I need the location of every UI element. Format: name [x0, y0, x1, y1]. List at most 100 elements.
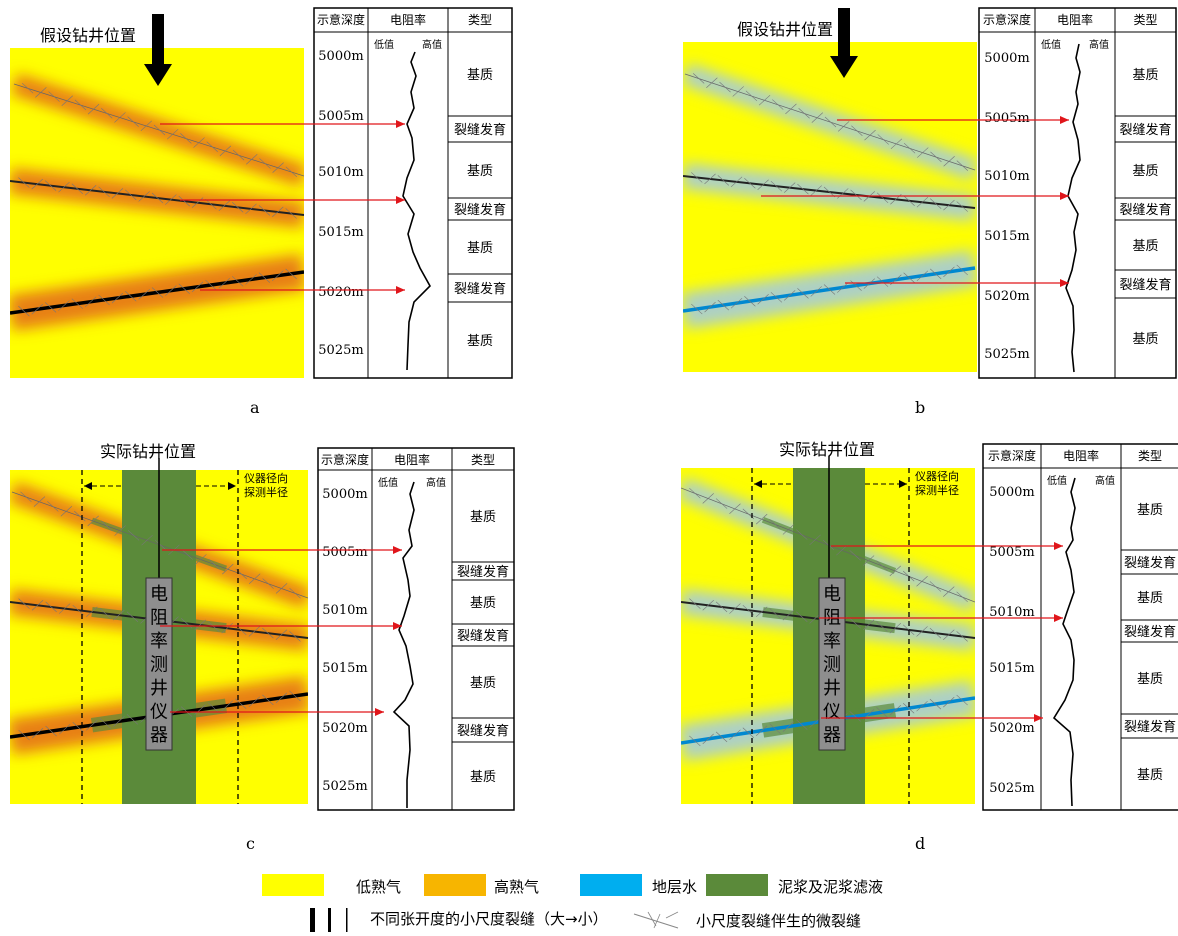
header-resistivity: 电阻率 [1063, 448, 1099, 463]
micro-fracture [31, 600, 44, 611]
depth-label: 5015m [984, 229, 1029, 244]
correlation-arrowhead [1060, 279, 1069, 287]
depth-label: 5010m [322, 603, 367, 618]
micro-fracture [862, 555, 875, 566]
micro-fracture [245, 203, 257, 215]
tool-label-char: 井 [823, 678, 841, 699]
micro-fracture [742, 727, 755, 738]
micro-fracture [48, 91, 60, 102]
depth-label: 5005m [318, 109, 363, 124]
micro-fracture [45, 601, 57, 613]
micro-fracture [929, 627, 942, 639]
micro-fracture [178, 283, 190, 294]
micro-fracture [222, 563, 234, 575]
depth-label: 5020m [984, 289, 1029, 304]
micro-fracture [729, 503, 741, 514]
depth-label: 5000m [322, 487, 367, 502]
micro-fracture [837, 121, 850, 132]
type-label: 基质 [470, 676, 496, 691]
micro-fracture [730, 297, 743, 309]
res-high-label: 高值 [426, 476, 446, 489]
correlation-arrowhead [396, 286, 405, 294]
type-label: 裂缝发育 [454, 281, 506, 297]
micro-fracture [98, 186, 110, 198]
micro-fracture [258, 272, 271, 283]
micro-fracture [769, 519, 781, 530]
micro-fracture [864, 129, 876, 141]
correlation-arrowhead [1034, 714, 1043, 722]
radius-label: 探测半径 [915, 483, 959, 497]
micro-fracture [729, 729, 741, 741]
micro-fracture [20, 491, 32, 503]
micro-fracture [956, 591, 968, 603]
micro-fracture [809, 534, 821, 546]
high-gas-swatch [424, 874, 486, 896]
micro-fracture [100, 520, 113, 531]
panel-c: 仪器径向 探测半径电阻率测井仪器示意深度 电阻率 类型 低值 高值 5000m 5005m 50… [0, 430, 589, 853]
radius-arrowhead [899, 480, 907, 488]
depth-label: 5000m [989, 485, 1034, 500]
micro-fracture [715, 731, 728, 743]
micro-fracture [18, 729, 30, 741]
micro-fracture [758, 94, 771, 106]
micro-fracture [783, 182, 796, 193]
micro-fracture [732, 86, 744, 97]
micro-fracture [889, 705, 902, 716]
type-label: 裂缝发育 [457, 564, 509, 580]
micro-fracture [178, 195, 190, 207]
micro-fracture [151, 192, 164, 204]
fracture-line [13, 83, 304, 177]
header-type: 类型 [1133, 13, 1157, 27]
micro-fracture [219, 145, 232, 157]
micro-fracture [704, 301, 716, 313]
micro-fracture [35, 87, 47, 98]
micro-fracture [195, 554, 207, 565]
radius-arrowhead [228, 482, 236, 490]
low-gas-label: 低熟气 [356, 878, 402, 896]
micro-fracture [796, 529, 808, 540]
micro-fracture [943, 156, 955, 167]
fracture-line [10, 270, 304, 315]
micro-fracture [275, 629, 288, 640]
micro-fracture [18, 598, 30, 609]
depth-label: 5015m [318, 225, 363, 240]
micro-fracture [61, 95, 73, 106]
micro-fracture [180, 618, 193, 629]
depth-label: 5015m [989, 661, 1034, 676]
micro-fracture [259, 158, 271, 169]
log-table-frame [317, 447, 515, 811]
micro-fracture [943, 629, 955, 640]
res-low-label: 低值 [378, 476, 398, 489]
depth-label: 5005m [984, 111, 1029, 126]
tool-label-char: 测 [150, 655, 168, 676]
micro-fracture [205, 279, 217, 291]
micro-fracture [702, 493, 714, 504]
micro-fracture [770, 292, 783, 303]
well-label: 实际钻井位置 [100, 442, 197, 461]
micro-fracture [796, 611, 808, 622]
micro-fracture [837, 188, 849, 199]
micro-fracture [902, 703, 915, 714]
panel-d: 仪器径向 探测半径 电阻率测井仪器 示意深度 电阻率 类型 低值 高值 5000m 5005m 50… [589, 430, 1178, 853]
micro-fracture [272, 206, 284, 218]
micro-fracture [141, 534, 153, 546]
micro-fracture [796, 719, 808, 730]
micro-fracture [140, 120, 153, 132]
resistivity-curve [402, 51, 431, 371]
type-label: 裂缝发育 [457, 723, 509, 739]
micro-fracture [956, 631, 968, 642]
panel-a: 示意深度 电阻率 类型 低值 高值 5000m 5005m 5010m 5015m 5020m 50… [0, 0, 589, 420]
log-table-frame [982, 443, 1178, 811]
micro-fracture [916, 196, 929, 208]
micro-fracture [877, 134, 889, 145]
micro-fracture [262, 694, 274, 706]
micro-fracture [691, 303, 703, 315]
type-label: 基质 [1132, 164, 1158, 179]
header-depth: 示意深度 [988, 448, 1036, 463]
micro-fracture [943, 696, 955, 708]
micro-fracture [74, 510, 86, 522]
micro-fracture [86, 720, 98, 731]
micro-fracture [232, 149, 245, 161]
